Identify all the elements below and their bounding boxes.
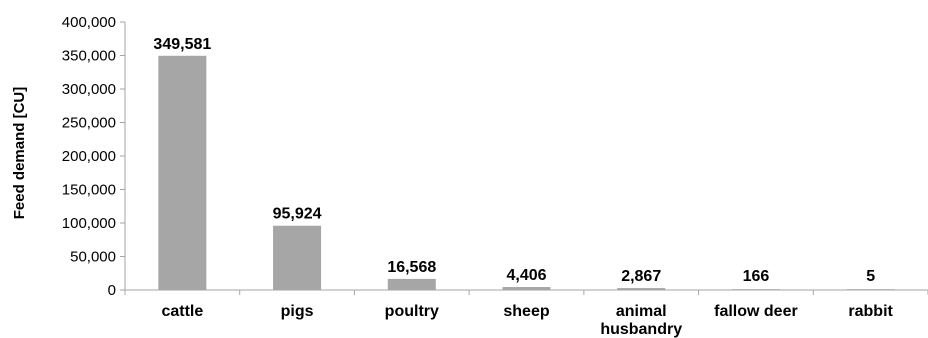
y-axis-ticks: 0 50,000 100,000 150,000 200,000 250,000 300,0… [62,14,125,299]
y-tick-label: 200,000 [62,148,116,165]
y-tick-label: 50,000 [70,249,116,266]
data-label: 2,867 [621,268,661,285]
bar [502,287,551,290]
data-labels: 349,581 95,924 16,568 4,406 2,867 166 5 [153,36,875,285]
bars [158,55,895,290]
data-label: 166 [743,268,770,285]
x-category-label: husbandry [600,321,682,338]
bar [731,289,780,290]
y-tick-label: 400,000 [62,14,116,31]
y-tick-label: 250,000 [62,115,116,132]
x-category-label: sheep [503,303,549,320]
data-label: 16,568 [387,259,436,276]
x-category-label: fallow deer [714,303,798,320]
bar [158,55,207,290]
x-category-label: animal [616,303,667,320]
y-tick-label: 350,000 [62,48,116,65]
y-tick-label: 0 [108,282,116,299]
x-category-label: cattle [161,303,203,320]
axes [124,22,928,295]
y-tick-label: 100,000 [62,215,116,232]
y-axis-label: Feed demand [CU] [11,87,28,220]
y-tick-label: 150,000 [62,182,116,199]
bar [273,225,322,290]
data-label: 95,924 [273,206,322,223]
x-category-label: poultry [385,303,439,320]
x-category-label: pigs [281,303,314,320]
data-label: 5 [866,268,875,285]
data-label: 4,406 [506,267,546,284]
bar [846,289,895,290]
bar [387,278,436,290]
data-label: 349,581 [153,36,211,53]
x-category-label: rabbit [848,303,893,320]
y-tick-label: 300,000 [62,81,116,98]
bar [617,288,666,290]
